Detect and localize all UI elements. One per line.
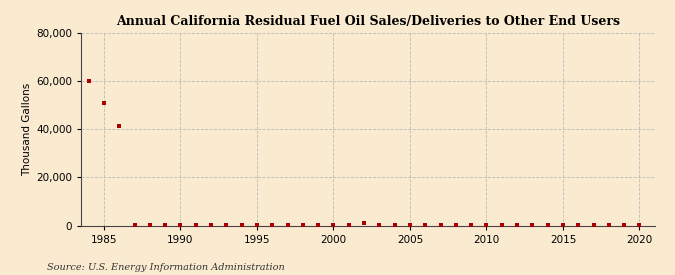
Point <box>298 223 308 227</box>
Point <box>206 223 217 227</box>
Point <box>129 222 140 227</box>
Point <box>603 223 614 227</box>
Point <box>83 79 94 83</box>
Point <box>420 223 431 227</box>
Title: Annual California Residual Fuel Oil Sales/Deliveries to Other End Users: Annual California Residual Fuel Oil Sale… <box>116 15 620 28</box>
Point <box>558 223 568 227</box>
Point <box>328 223 339 227</box>
Point <box>175 222 186 227</box>
Point <box>619 223 630 227</box>
Point <box>527 223 538 227</box>
Point <box>404 223 415 227</box>
Point <box>252 223 263 227</box>
Y-axis label: Thousand Gallons: Thousand Gallons <box>22 82 32 176</box>
Text: Source: U.S. Energy Information Administration: Source: U.S. Energy Information Administ… <box>47 263 285 272</box>
Point <box>313 223 323 227</box>
Point <box>267 223 277 227</box>
Point <box>190 223 201 227</box>
Point <box>99 101 109 105</box>
Point <box>588 223 599 227</box>
Point <box>344 222 354 227</box>
Point <box>358 221 369 225</box>
Point <box>236 222 247 227</box>
Point <box>160 223 171 227</box>
Point <box>634 223 645 228</box>
Point <box>144 223 155 227</box>
Point <box>466 223 477 227</box>
Point <box>573 223 584 227</box>
Point <box>282 223 293 227</box>
Point <box>450 223 461 227</box>
Point <box>512 223 522 227</box>
Point <box>374 222 385 227</box>
Point <box>221 223 232 227</box>
Point <box>389 223 400 227</box>
Point <box>496 223 507 227</box>
Point <box>542 223 553 227</box>
Point <box>435 223 446 227</box>
Point <box>114 123 125 128</box>
Point <box>481 223 492 227</box>
